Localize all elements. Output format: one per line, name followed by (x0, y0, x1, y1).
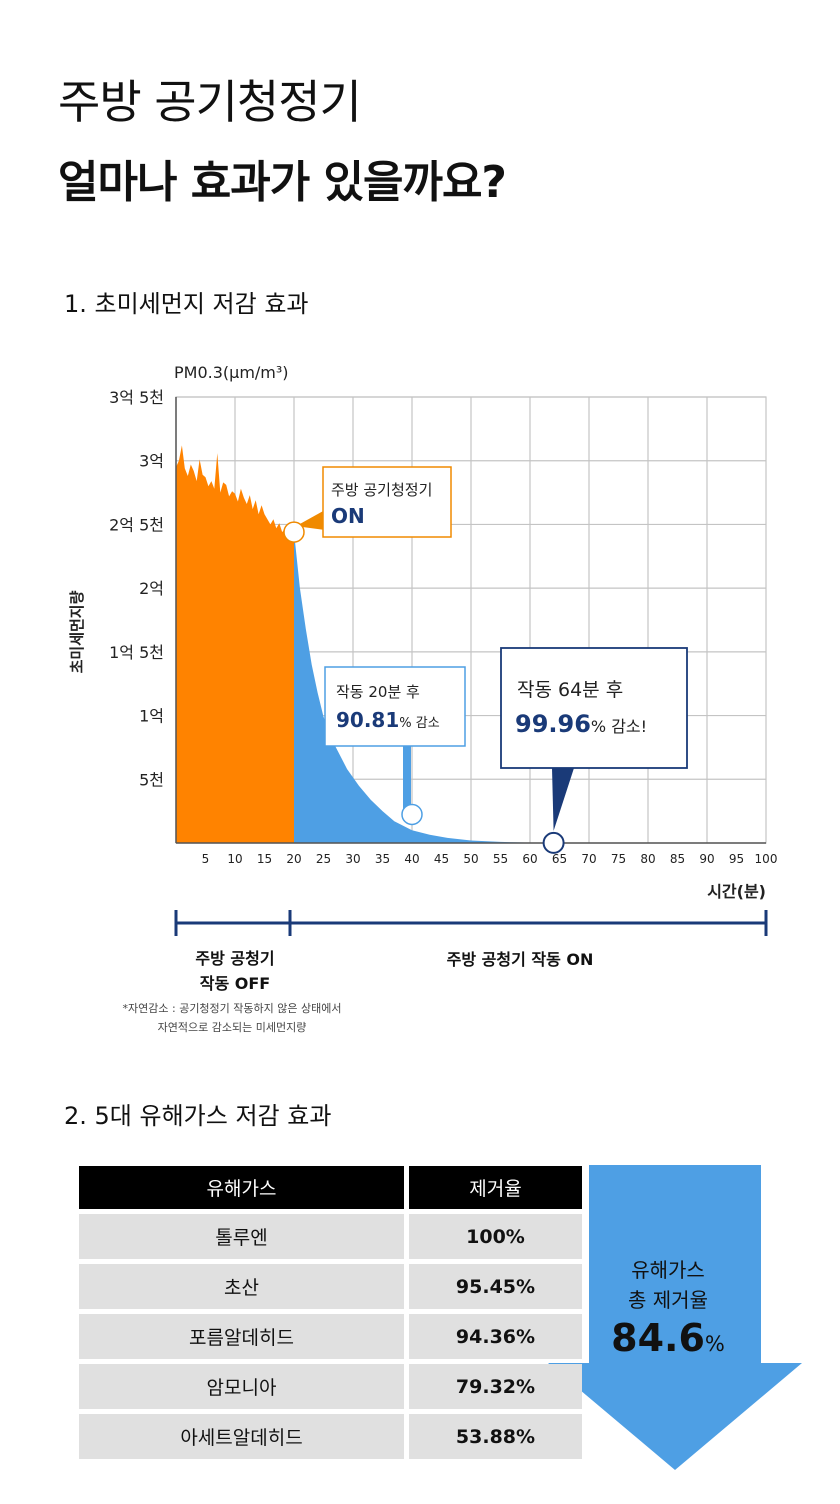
x-tick-label: 65 (552, 852, 567, 866)
callout-pointer-64min (552, 768, 574, 831)
callout-box-64min (500, 647, 688, 769)
callout-box-on (322, 466, 452, 538)
timeline-off-line2: 작동 OFF (199, 974, 271, 993)
callout-box-20min (324, 666, 466, 747)
marker-64min (542, 831, 565, 854)
x-axis-title: 시간(분) (707, 882, 766, 901)
page-title-line2: 얼마나 효과가 있을까요? (58, 157, 507, 208)
series-area-on (294, 532, 766, 843)
note-line2: 자연적으로 감소되는 미세먼지량 (157, 1021, 307, 1034)
marker-on (283, 521, 305, 543)
total-removal-arrow (548, 1165, 802, 1470)
y-tick-label: 1억 (139, 707, 164, 726)
timeline-on-label: 주방 공청기 작동 ON (446, 950, 594, 969)
unit-label: PM0.3(µm/m³) (174, 363, 289, 382)
x-tick-label: 20 (286, 852, 301, 866)
callout-pointer-20min (403, 746, 411, 815)
section1-title: 1. 초미세먼지 저감 효과 (64, 290, 309, 318)
callout-64min-value: 99.96% 감소! (515, 710, 647, 738)
x-tick-label: 60 (522, 852, 537, 866)
marker-20min (401, 803, 423, 826)
x-tick-label: 95 (729, 852, 744, 866)
y-tick-label: 2억 5천 (109, 515, 164, 534)
page-title-line1: 주방 공기청정기 (58, 75, 362, 129)
summary-value-unit: % (704, 1332, 725, 1356)
y-axis-title: 초미세먼지량 (68, 590, 86, 673)
timeline-off-label: 주방 공청기 작동 OFF (195, 946, 274, 996)
x-tick-label: 50 (463, 852, 478, 866)
table-cell-gas: 톨루엔 (79, 1214, 404, 1259)
x-tick-label: 80 (640, 852, 655, 866)
y-tick-label: 5천 (139, 770, 164, 789)
summary-label: 유해가스 총 제거율 (584, 1255, 752, 1315)
x-tick-label: 55 (493, 852, 508, 866)
callout-pointer-on (296, 510, 325, 530)
x-tick-label: 90 (699, 852, 714, 866)
y-tick-label: 3억 5천 (109, 388, 164, 407)
x-tick-label: 5 (202, 852, 210, 866)
x-tick-label: 10 (227, 852, 242, 866)
y-tick-label: 3억 (139, 452, 164, 471)
x-tick-label: 15 (257, 852, 272, 866)
callout-on-line1: 주방 공기청정기 (331, 481, 432, 499)
callout-20min-line1: 작동 20분 후 (336, 683, 420, 701)
section2-title: 2. 5대 유해가스 저감 효과 (64, 1102, 332, 1130)
x-tick-label: 70 (581, 852, 596, 866)
table-header-rate: 제거율 (409, 1166, 582, 1209)
callout-on-line2: ON (331, 504, 365, 528)
timeline-bar (174, 910, 768, 936)
note-line1: *자연감소 : 공기청정기 작동하지 않은 상태에서 (122, 1002, 342, 1015)
summary-value-number: 84.6 (611, 1316, 705, 1360)
table-cell-gas: 초산 (79, 1264, 404, 1309)
table-cell-gas: 포름알데히드 (79, 1314, 404, 1359)
y-tick-label: 2억 (139, 579, 164, 598)
x-tick-label: 75 (611, 852, 626, 866)
x-tick-label: 25 (316, 852, 331, 866)
pm-area-chart: 5 10 15 20 25 30 35 40 45 50 55 60 65 70 75 80 85 90 95 100… (68, 363, 778, 901)
x-tick-label: 40 (404, 852, 419, 866)
table-cell-rate: 100% (409, 1214, 582, 1259)
y-tick-label: 1억 5천 (109, 643, 164, 662)
series-area-off (176, 445, 294, 843)
callout-20min-value: 90.81% 감소 (336, 708, 440, 732)
x-tick-label: 30 (345, 852, 360, 866)
callout-64min-line1: 작동 64분 후 (517, 679, 623, 701)
natural-decrease-note: *자연감소 : 공기청정기 작동하지 않은 상태에서 자연적으로 감소되는 미세… (123, 999, 342, 1037)
table-cell-gas: 암모니아 (79, 1364, 404, 1409)
x-tick-label: 45 (434, 852, 449, 866)
timeline-off-line1: 주방 공청기 (195, 949, 275, 968)
x-tick-label: 35 (375, 852, 390, 866)
x-tick-label: 85 (670, 852, 685, 866)
table-cell-rate: 94.36% (409, 1314, 582, 1359)
table-cell-rate: 79.32% (409, 1364, 582, 1409)
table-cell-rate: 53.88% (409, 1414, 582, 1459)
summary-label-line2: 총 제거율 (628, 1288, 708, 1312)
table-cell-gas: 아세트알데히드 (79, 1414, 404, 1459)
x-tick-label: 100 (755, 852, 778, 866)
summary-value: 84.6% (584, 1316, 752, 1360)
table-cell-rate: 95.45% (409, 1264, 582, 1309)
summary-label-line1: 유해가스 (631, 1258, 705, 1282)
table-header-gas: 유해가스 (79, 1166, 404, 1209)
